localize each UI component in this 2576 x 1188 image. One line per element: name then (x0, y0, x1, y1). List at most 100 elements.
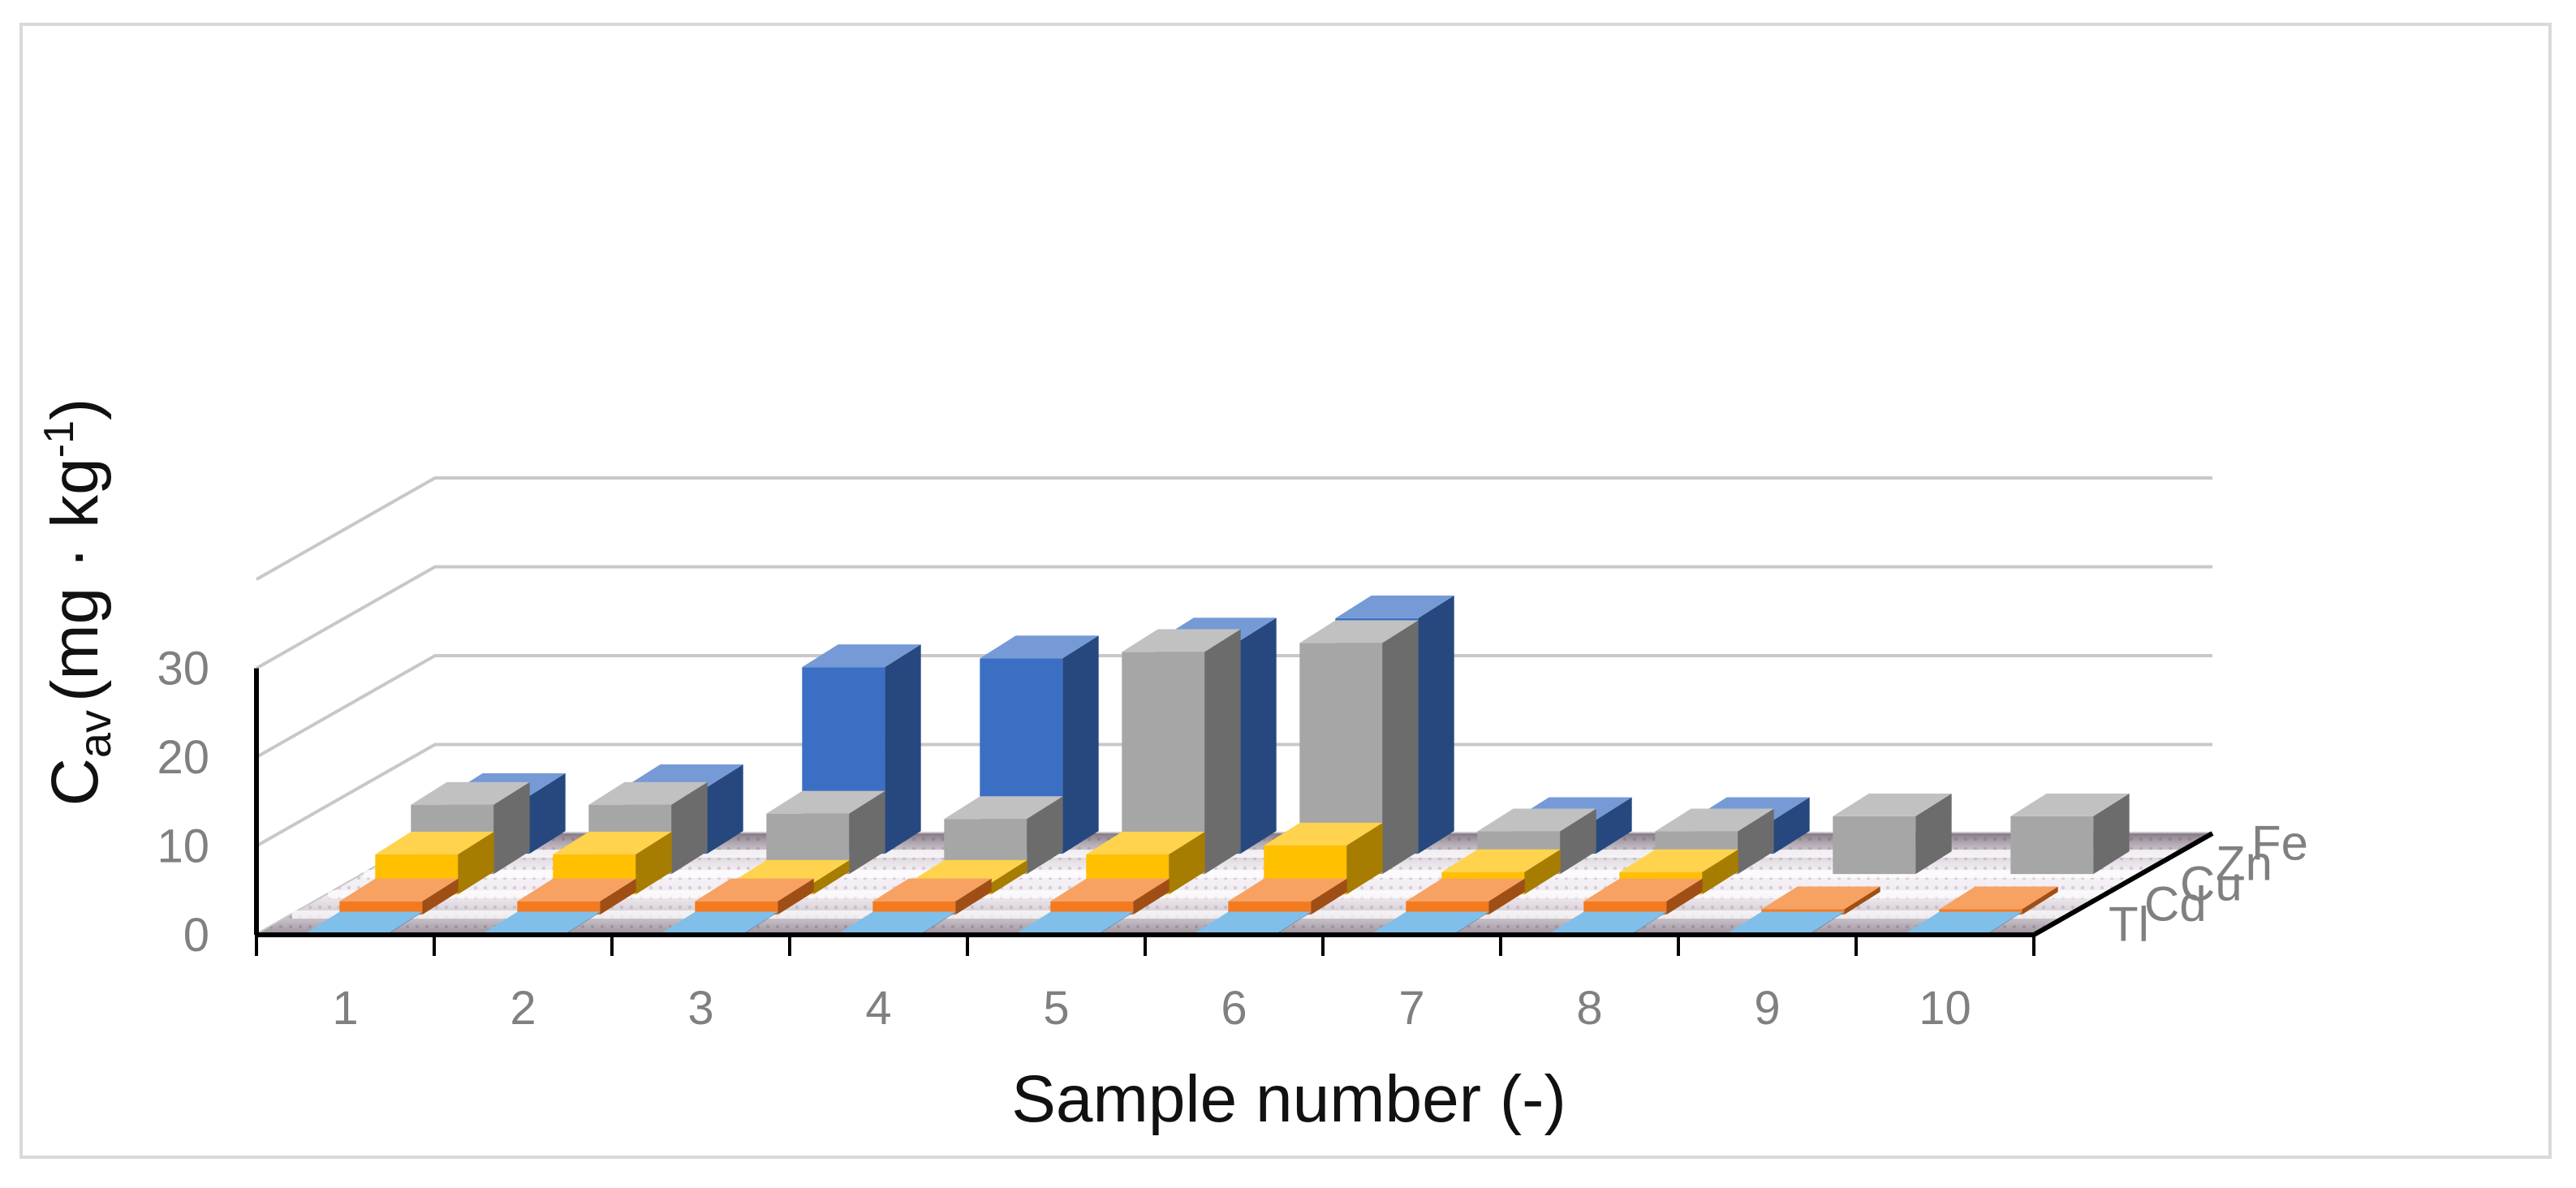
bar-side (529, 773, 566, 854)
bar-side (1630, 911, 1667, 936)
bar-top (2010, 793, 2130, 816)
bar-top (1477, 808, 1596, 832)
bar-top (1548, 911, 1667, 935)
bar-top (588, 781, 708, 805)
bar-side (1133, 878, 1170, 915)
series-label-Cu: Cu (2180, 857, 2242, 911)
bar-top (1122, 629, 1241, 652)
y-tick-label: 10 (157, 820, 209, 873)
bar-Cd-7 (1406, 878, 1525, 915)
chart-frame: 0 10 20 30 1 2 3 4 5 6 7 8 9 10 Tl Cd Cu Zn Fe Sample numb… (19, 23, 2552, 1159)
bar-top (481, 911, 601, 935)
bar-Cd-1 (339, 878, 459, 915)
bar-side (1986, 911, 2022, 936)
bar-top (553, 831, 672, 854)
bar-top (766, 790, 885, 814)
bar-top (1014, 911, 1134, 935)
series-label-Tl: Tl (2109, 897, 2149, 952)
bar-side (1418, 595, 1454, 854)
bar-Cd-6 (1228, 878, 1347, 915)
bar-top (837, 911, 956, 935)
bar-side (1702, 849, 1738, 895)
bar-top (1228, 878, 1347, 902)
bar-Cd-5 (1050, 878, 1170, 915)
x-tick-label: 6 (1221, 982, 1247, 1035)
x-tick-label: 5 (1043, 982, 1069, 1035)
bar-side (2022, 886, 2058, 915)
bar-side (458, 831, 494, 895)
bar-Cu-6 (1264, 822, 1383, 895)
bar-side (742, 911, 778, 936)
y-axis-title-sub: av (69, 710, 120, 758)
bar-side (991, 859, 1027, 895)
bar-side (1311, 878, 1347, 915)
bar-front (517, 901, 601, 915)
bar-top (1619, 849, 1738, 872)
y-tick-label: 20 (157, 731, 209, 784)
x-tick-label: 3 (687, 982, 713, 1035)
y-axis-title-exp: -1 (36, 420, 83, 458)
bar-side (1560, 808, 1596, 875)
bar-side (849, 790, 885, 875)
bar-front (695, 901, 778, 915)
gridline (256, 654, 2212, 759)
series-label-Fe: Fe (2251, 816, 2308, 871)
bar-top (1655, 808, 1774, 832)
bar-top (730, 859, 850, 883)
bar-Cu-5 (1086, 831, 1205, 895)
x-tick-label: 2 (510, 982, 536, 1035)
bar-top (802, 644, 921, 668)
bar-top (980, 635, 1099, 659)
bar-Cd-2 (517, 878, 636, 915)
bar-Cu-2 (553, 831, 672, 895)
x-tick-label: 9 (1754, 982, 1780, 1035)
chart-bars (304, 595, 2130, 936)
bar-side (564, 911, 601, 936)
bar-top (695, 878, 814, 902)
bar-top (872, 878, 992, 902)
gridline (256, 742, 2212, 848)
bar-top (1939, 886, 2058, 910)
bar-top (411, 781, 530, 805)
x-tick-label: 4 (865, 982, 891, 1035)
bar-front (1050, 901, 1134, 915)
series-label-Zn: Zn (2216, 837, 2272, 891)
bar-side (1844, 886, 1880, 915)
bar-top (1833, 793, 1952, 816)
bar-top (908, 859, 1027, 883)
bar-Zn-9 (1833, 793, 1952, 875)
bar-top (1583, 878, 1703, 902)
gridline (256, 565, 2212, 670)
bar-front (1228, 901, 1312, 915)
bar-front (339, 901, 423, 915)
bar-front (1406, 901, 1489, 915)
bar-side (920, 911, 956, 936)
bar-side (1666, 878, 1703, 915)
bar-top (304, 911, 423, 935)
bar-front (1833, 816, 1916, 875)
bar-top (1725, 911, 1845, 935)
bar-side (955, 878, 992, 915)
bar-side (1204, 629, 1241, 875)
bar-top (375, 831, 494, 854)
bar-top (1370, 911, 1489, 935)
x-tick-label: 10 (1919, 982, 1971, 1035)
bar-top (1299, 620, 1419, 644)
bar-side (422, 878, 459, 915)
bar-top (1903, 911, 2022, 935)
bar-front (1583, 901, 1667, 915)
bar-side (885, 644, 921, 854)
x-axis-title: Sample number (-) (1011, 1062, 1566, 1136)
bar-top (659, 911, 778, 935)
bar-Cd-4 (872, 878, 992, 915)
bar-side (1240, 618, 1277, 854)
bar-side (813, 859, 850, 895)
bar-side (600, 878, 636, 915)
chart-axes (254, 668, 2214, 956)
bar-side (1738, 808, 1774, 875)
bar-top (1192, 911, 1312, 935)
series-label-Cd: Cd (2144, 877, 2207, 932)
bar-side (2093, 793, 2130, 875)
